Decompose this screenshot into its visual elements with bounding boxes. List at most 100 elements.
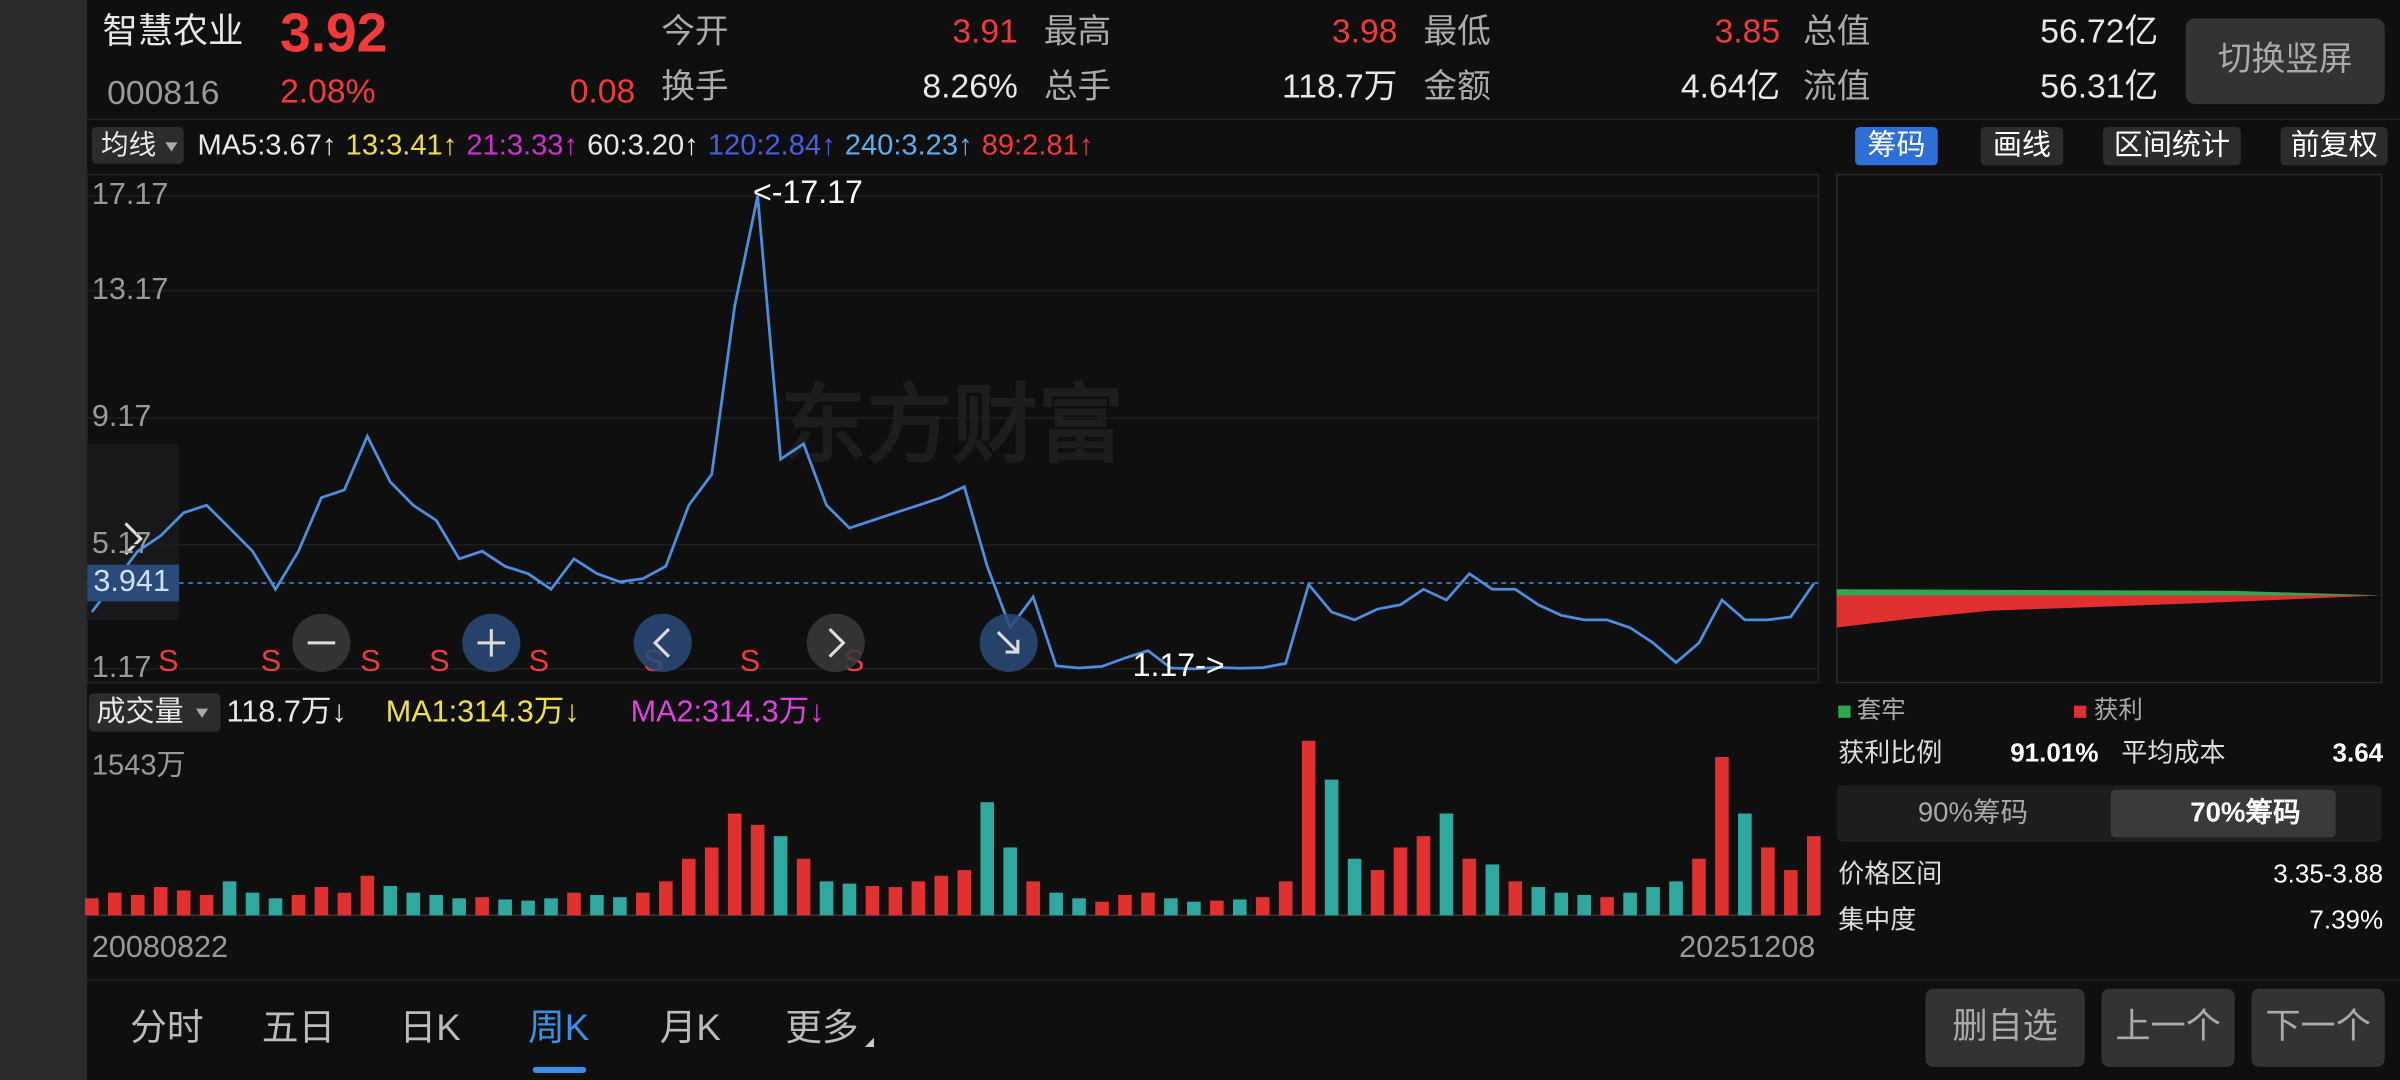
action-button-label[interactable]: 下一个	[2265, 1007, 2371, 1046]
volume-bar	[383, 885, 398, 916]
volume-bar	[1003, 847, 1018, 916]
volume-bar	[1669, 881, 1683, 916]
signal-marker: S	[360, 644, 380, 678]
volume-bar	[1255, 897, 1270, 916]
switch-button[interactable]	[2185, 18, 2385, 105]
volume-bar	[452, 898, 466, 916]
left-icon[interactable]	[652, 627, 670, 658]
action-button-label[interactable]: 上一个	[2115, 1007, 2221, 1046]
tool-button-label[interactable]: 前复权	[2291, 129, 2378, 162]
start-date: 20080822	[92, 930, 228, 964]
tool-button[interactable]	[1980, 127, 2064, 166]
stat-label: 总值	[1803, 13, 1870, 51]
volume-bar	[1623, 892, 1637, 916]
volume-selector[interactable]	[88, 693, 221, 732]
tool-button[interactable]	[2103, 127, 2241, 166]
chart-control[interactable]	[806, 613, 865, 672]
ma-item: 60:3.20↑	[587, 130, 699, 162]
volume-selector-label[interactable]: 成交量	[96, 695, 183, 728]
volume-bar	[85, 898, 99, 916]
legend-swatch	[1838, 705, 1851, 718]
period-tab[interactable]: 更多	[785, 1007, 858, 1048]
volume-bar	[1761, 847, 1775, 916]
action-button-label[interactable]: 删自选	[1952, 1007, 2058, 1046]
volume-bar	[153, 887, 168, 916]
volume-bar	[1026, 881, 1040, 916]
plus-icon[interactable]	[477, 629, 506, 657]
tool-button[interactable]	[1855, 127, 1938, 166]
stat-label: 总手	[1044, 68, 1111, 106]
period-tab[interactable]: 五日	[262, 1007, 335, 1048]
change-pct: 2.08%	[280, 73, 375, 110]
volume-bar	[245, 892, 260, 916]
ma-item: MA5:3.67↑	[197, 130, 336, 162]
ma-selector-label[interactable]: 均线	[101, 129, 156, 160]
more-icon	[864, 1037, 874, 1047]
ma-selector[interactable]	[91, 127, 184, 164]
volume-bar	[590, 894, 604, 916]
volume-bar	[681, 858, 696, 916]
price-frame	[86, 173, 1820, 684]
tool-button-label[interactable]: 区间统计	[2114, 129, 2230, 162]
volume-max-label: 1543万	[92, 750, 186, 782]
volume-bar	[704, 847, 719, 916]
current-price-label: 3.941	[93, 564, 170, 598]
switch-button-label[interactable]: 切换竖屏	[2218, 40, 2353, 78]
signal-marker: S	[261, 644, 281, 678]
chart-control[interactable]	[633, 613, 692, 672]
volume-bar	[911, 881, 926, 916]
volume-bar	[1347, 858, 1362, 916]
tool-button-label[interactable]: 筹码	[1867, 129, 1925, 162]
stat-label: 流值	[1803, 68, 1870, 106]
volume-bar	[1370, 870, 1385, 916]
stat-value: 3.98	[1332, 14, 1398, 51]
action-button[interactable]	[2101, 988, 2235, 1067]
tool-button-label[interactable]: 画线	[1993, 129, 2051, 162]
volume-bar	[1646, 887, 1660, 916]
volume-bar	[613, 897, 627, 916]
ma-item: 120:2.84↑	[708, 130, 836, 162]
volume-bar	[1600, 897, 1614, 916]
period-tab[interactable]: 分时	[130, 1007, 203, 1048]
y-tick-label: 1.17	[92, 650, 152, 684]
chevron-icon[interactable]	[124, 522, 143, 556]
volume-bar	[934, 875, 949, 916]
period-tab[interactable]: 周K	[528, 1007, 590, 1048]
ma-item: 89:2.81↑	[982, 130, 1094, 162]
action-button[interactable]	[1925, 988, 2085, 1067]
chips-tab[interactable]: 90%筹码	[1918, 797, 2028, 828]
period-tab[interactable]: 日K	[399, 1007, 461, 1048]
chips-row-label: 平均成本	[2121, 737, 2225, 767]
volume-bar	[750, 824, 765, 916]
right-icon[interactable]	[828, 627, 846, 658]
price-line	[90, 195, 1815, 671]
volume-bar	[727, 813, 742, 916]
stat-label: 今开	[661, 13, 728, 51]
signal-marker: S	[158, 644, 178, 678]
volume-bar	[888, 887, 903, 916]
active-tab-indicator	[532, 1066, 587, 1073]
period-tab[interactable]: 月K	[660, 1007, 722, 1048]
y-tick-label: 17.17	[92, 177, 169, 211]
y-tick-label: 5.17	[92, 526, 152, 560]
low-annotation: 1.17->	[1133, 647, 1225, 683]
volume-bar	[107, 892, 122, 916]
stat-value: 3.91	[952, 14, 1018, 51]
arrow-icon[interactable]	[996, 631, 1020, 654]
action-button[interactable]	[2251, 988, 2385, 1067]
volume-bar	[222, 881, 237, 916]
legend-label: 获利	[2094, 696, 2143, 724]
volume-bar	[1577, 894, 1591, 916]
watermark: 东方财富	[781, 377, 1124, 473]
y-tick-label: 13.17	[92, 272, 169, 306]
volume-bar	[865, 885, 880, 916]
stat-value: 56.31亿	[2040, 68, 2158, 106]
chips-row-label: 获利比例	[1838, 737, 1942, 767]
tool-button[interactable]	[2280, 127, 2388, 166]
stat-value: 3.85	[1715, 14, 1781, 51]
volume-bar	[796, 858, 811, 916]
chips-tab[interactable]: 70%筹码	[2190, 797, 2300, 828]
stock-name: 智慧农业	[103, 12, 244, 51]
chips-tab-active[interactable]	[2110, 789, 2336, 838]
